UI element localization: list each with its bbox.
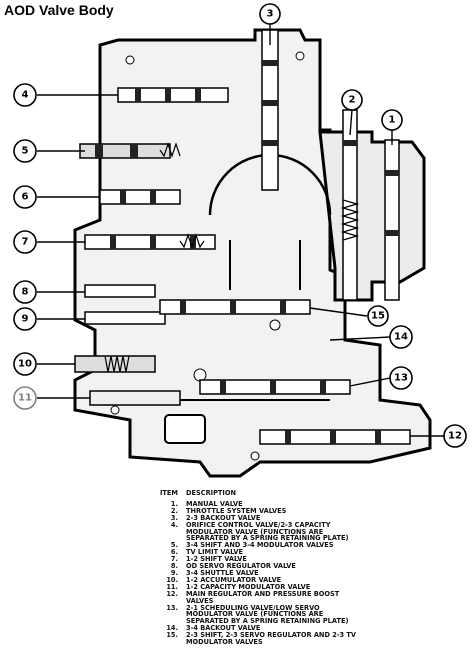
item-number: 14. <box>166 624 178 633</box>
item-description: ORIFICE CONTROL VALVE/2-3 CAPACITY MODUL… <box>186 520 349 543</box>
item-description: 1-2 CAPACITY MODULATOR VALVE <box>186 582 311 591</box>
legend-row: 10. 1-2 ACCUMULATOR VALVE <box>150 575 390 584</box>
springs <box>104 142 360 373</box>
item-number: 5. <box>170 541 178 550</box>
callout-label: 4 <box>22 90 29 101</box>
item-number: 12. <box>166 589 178 598</box>
item-number: 7. <box>170 555 178 564</box>
item-description: 2-3 BACKOUT VALVE <box>186 513 261 522</box>
legend-row: 3. 2-3 BACKOUT VALVE <box>150 513 390 522</box>
item-number: 15. <box>166 631 178 640</box>
item-number: 10. <box>166 575 178 584</box>
callout: 10 <box>13 352 37 376</box>
callout-label: 13 <box>394 373 408 384</box>
item-description: TV LIMIT VALVE <box>186 548 244 557</box>
callout: 8 <box>13 280 37 304</box>
legend-row: 13. 2-1 SCHEDULING VALVE/LOW SERVO MODULA… <box>150 603 390 626</box>
legend-row: 6. TV LIMIT VALVE <box>150 549 390 556</box>
callout-label: 7 <box>22 237 29 248</box>
item-number: 8. <box>170 562 178 571</box>
callout: 6 <box>13 185 37 209</box>
legend-row: 2. THROTTLE SYSTEM VALVES <box>150 506 390 515</box>
item-number: 1. <box>170 499 178 508</box>
item-description: 3-4 SHUTTLE VALVE <box>186 568 259 577</box>
legend-row: 1. MANUAL VALVE <box>150 501 390 508</box>
legend: ITEM DESCRIPTION 1. MANUAL VALVE 2. THROTTL… <box>150 490 390 646</box>
valve-lands <box>95 60 399 444</box>
legend-row: 14. 3-4 BACKOUT VALVE <box>150 625 390 632</box>
legend-rows: 1. MANUAL VALVE 2. THROTTLE SYSTEM VALVES 3.… <box>150 501 390 646</box>
legend-row: 9. 3-4 SHUTTLE VALVE <box>150 570 390 577</box>
item-description: 2-3 SHIFT, 2-3 SERVO REGULATOR AND 2-3 T… <box>186 631 357 647</box>
callout: 12 <box>443 424 467 448</box>
legend-row: 5. 3-4 SHIFT AND 3-4 MODULATOR VALVES <box>150 542 390 549</box>
callout-label: 10 <box>18 359 32 370</box>
callout-label: 5 <box>22 146 29 157</box>
item-number: 13. <box>166 603 178 612</box>
callout-label: 12 <box>448 431 462 442</box>
item-description: MAIN REGULATOR AND PRESSURE BOOST VALVES <box>186 589 340 605</box>
callout: 4 <box>13 83 37 107</box>
item-number: 3. <box>170 513 178 522</box>
callout-label: 15 <box>371 311 385 322</box>
column-header: DESCRIPTION <box>186 489 237 497</box>
item-description: 2-1 SCHEDULING VALVE/LOW SERVO MODULATOR… <box>186 603 349 626</box>
item-number: 2. <box>170 506 178 515</box>
callout: 2 <box>341 89 363 111</box>
legend-header: ITEM DESCRIPTION <box>150 490 390 497</box>
legend-row: 4. ORIFICE CONTROL VALVE/2-3 CAPACITY MOD… <box>150 520 390 543</box>
callout-label: 8 <box>22 287 29 298</box>
item-description: 3-4 BACKOUT VALVE <box>186 624 261 633</box>
callout: 7 <box>13 230 37 254</box>
item-number: 9. <box>170 568 178 577</box>
callout-label: 6 <box>22 192 29 203</box>
item-description: 1-2 ACCUMULATOR VALVE <box>186 575 282 584</box>
callout: 13 <box>389 366 413 390</box>
item-number: 4. <box>170 520 178 529</box>
item-description: MANUAL VALVE <box>186 499 243 508</box>
item-description: 1-2 SHIFT VALVE <box>186 555 247 564</box>
item-number: 6. <box>170 548 178 557</box>
column-header: ITEM <box>159 489 178 497</box>
legend-row: 7. 1-2 SHIFT VALVE <box>150 556 390 563</box>
callout: 14 <box>389 325 413 349</box>
callout: 15 <box>367 305 389 327</box>
legend-row: 11. 1-2 CAPACITY MODULATOR VALVE <box>150 582 390 591</box>
callout: 3 <box>259 3 281 25</box>
callout-label: 14 <box>394 332 408 343</box>
item-description: OD SERVO REGULATOR VALVE <box>186 562 296 571</box>
callout-label: 1 <box>389 115 396 126</box>
legend-row: 8. OD SERVO REGULATOR VALVE <box>150 563 390 570</box>
callout-label: 2 <box>349 95 356 106</box>
item-number: 11. <box>166 582 178 591</box>
callout-label: 11 <box>18 393 32 404</box>
legend-row: 12. MAIN REGULATOR AND PRESSURE BOOST VAL… <box>150 589 390 605</box>
leader-lines <box>37 24 444 437</box>
legend-row: 15. 2-3 SHIFT, 2-3 SERVO REGULATOR AND 2-… <box>150 632 390 646</box>
callout: 1 <box>381 109 403 131</box>
item-description: THROTTLE SYSTEM VALVES <box>186 506 287 515</box>
title: AOD Valve Body <box>4 2 114 18</box>
callout-label: 9 <box>22 314 29 325</box>
callout: 9 <box>13 307 37 331</box>
callout: 11 <box>13 386 37 410</box>
callout-label: 3 <box>267 9 274 20</box>
item-description: 3-4 SHIFT AND 3-4 MODULATOR VALVES <box>186 541 334 550</box>
callout: 5 <box>13 139 37 163</box>
